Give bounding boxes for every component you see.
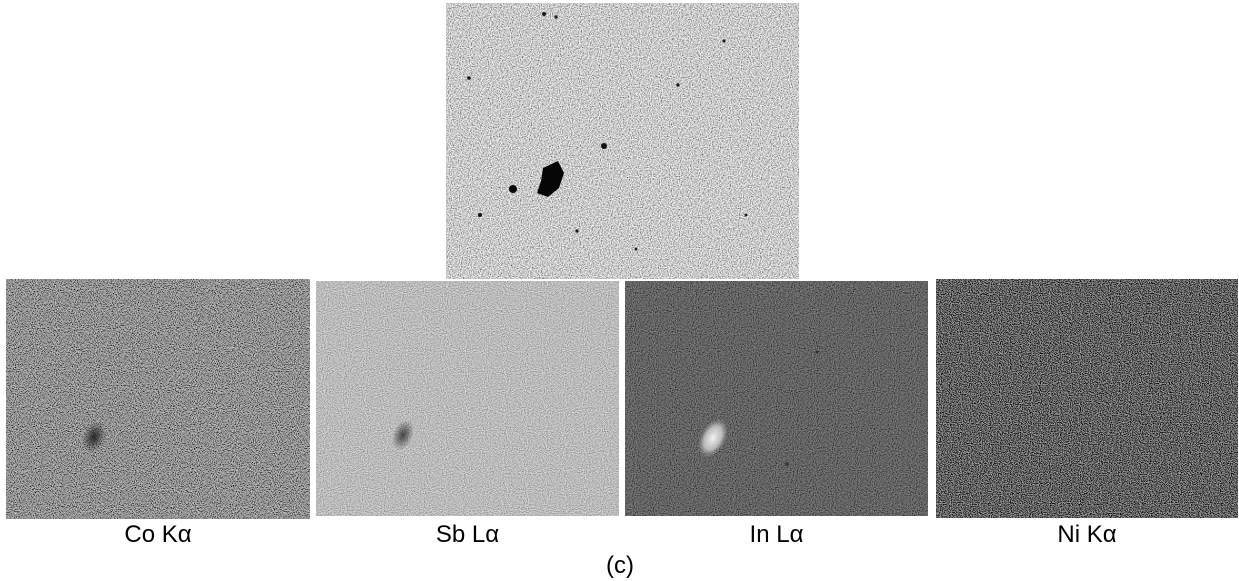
dark-feature xyxy=(82,421,106,453)
elemental-map-sb xyxy=(316,281,619,516)
elemental-map-co xyxy=(6,279,310,519)
elemental-map-ni xyxy=(936,279,1238,518)
dark-feature xyxy=(391,419,415,451)
caption-co: Co Kα xyxy=(124,521,192,548)
dark-spot xyxy=(509,185,517,193)
elemental-map-in xyxy=(625,281,928,516)
bright-feature xyxy=(697,418,729,458)
caption-sb: Sb Lα xyxy=(435,521,500,548)
caption-ni: Ni Kα xyxy=(1057,521,1117,548)
dark-particle xyxy=(537,161,564,197)
caption-in: In Lα xyxy=(749,521,804,548)
sem-micrograph xyxy=(446,3,799,279)
figure-label: (c) xyxy=(606,552,634,579)
